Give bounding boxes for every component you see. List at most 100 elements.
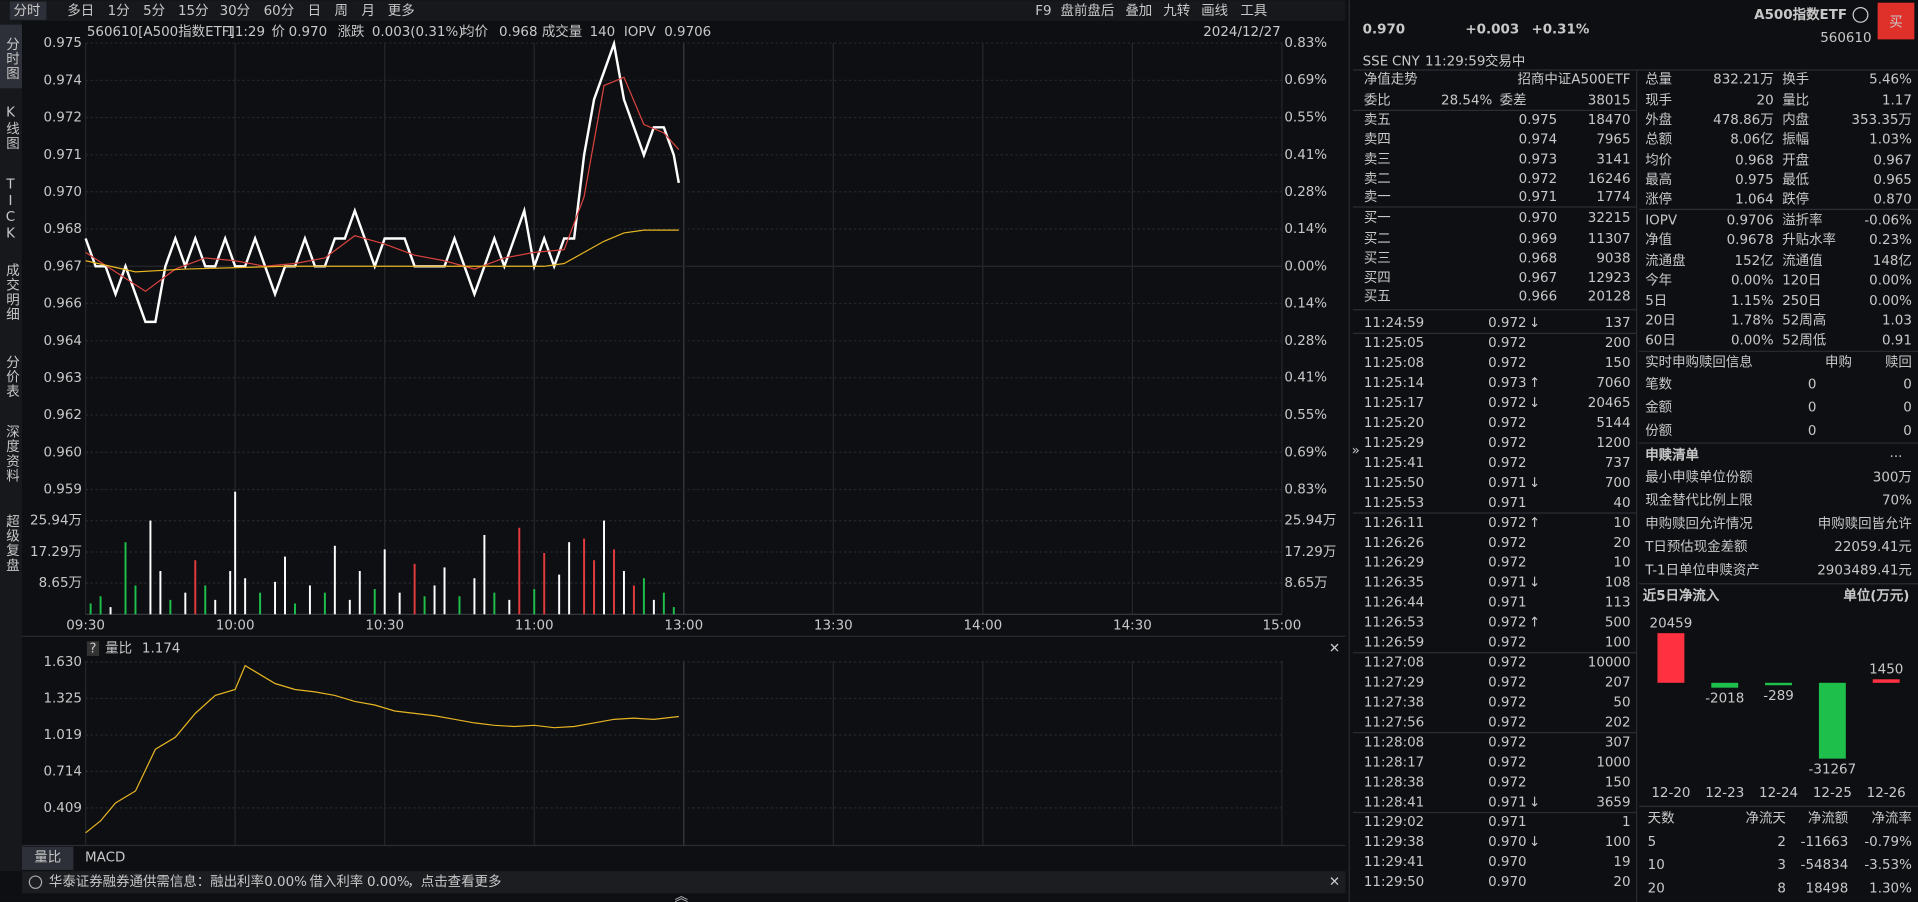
toolbar-tab[interactable]: 30分: [220, 3, 251, 19]
stat-value: 152亿: [1735, 253, 1774, 269]
info-iopv: 0.9706: [664, 25, 711, 40]
volume-bar: [603, 520, 606, 615]
row-value: 0: [1808, 377, 1817, 392]
trade-price: 0.972: [1488, 735, 1526, 750]
inflow-unit: 单位(万元): [1843, 587, 1909, 604]
sidebar-tab[interactable]: 分时图: [3, 37, 20, 81]
y-tick-label: 1.019: [43, 728, 81, 743]
trade-vol: 7060: [1596, 376, 1630, 391]
collapse-icon[interactable]: »: [1352, 443, 1360, 458]
y2-tick-label: 0.14%: [1284, 296, 1327, 311]
book-label: 买四: [1364, 270, 1391, 286]
quote-time: 11:29:59: [1425, 54, 1485, 69]
table-cell: 2: [1777, 835, 1786, 850]
toolbar-button[interactable]: 盘前盘后: [1061, 2, 1115, 19]
ratio-title: 量比: [105, 641, 132, 657]
y-tick-label: 0.967: [43, 259, 81, 274]
y-tick-label: 0.714: [43, 764, 81, 779]
trade-time: 11:25:50: [1364, 476, 1424, 491]
toolbar-tab[interactable]: 60分: [264, 3, 295, 19]
trade-arrow: ↑: [1529, 616, 1540, 631]
trade-vol: 150: [1605, 356, 1631, 371]
trade-vol: 207: [1605, 676, 1631, 691]
inflow-value: -2018: [1705, 692, 1744, 707]
volume-bar: [672, 607, 675, 615]
trade-price: 0.972: [1488, 356, 1526, 371]
table-cell: -11663: [1801, 835, 1849, 850]
trade-price: 0.972: [1488, 676, 1526, 691]
buy-button[interactable]: [1877, 2, 1915, 40]
inflow-value: -31267: [1809, 763, 1857, 778]
toolbar-tab[interactable]: 多日: [67, 2, 94, 19]
toolbar-tab[interactable]: 5分: [143, 3, 165, 19]
sidebar-tab[interactable]: 深度资料: [3, 425, 20, 484]
trade-vol: 19: [1613, 855, 1630, 870]
y-tick-label: 0.975: [43, 36, 81, 51]
y2-tick-label: 25.94万: [1284, 514, 1336, 529]
tab-active: [22, 846, 74, 870]
row-value: 300万: [1873, 470, 1912, 485]
y2-tick-label: 0.00%: [1284, 259, 1327, 274]
y-tick-label: 0.968: [43, 222, 81, 237]
sidebar-tab[interactable]: TICK: [3, 178, 18, 243]
help-icon[interactable]: [86, 641, 100, 656]
toolbar-tab[interactable]: 15分: [178, 3, 209, 19]
toolbar-tab[interactable]: 周: [335, 4, 348, 19]
volume-bar: [274, 581, 277, 615]
stat-value: 0.967: [1873, 153, 1911, 168]
bottom-tab[interactable]: 量比: [34, 850, 61, 866]
row-value: 0: [1808, 401, 1817, 416]
book-vol: 7965: [1596, 133, 1630, 148]
trade-price: 0.972: [1488, 396, 1526, 411]
close-icon[interactable]: ✕: [1329, 642, 1340, 657]
volume-bar: [533, 589, 536, 615]
y2-tick-label: 8.65万: [1284, 576, 1327, 591]
toolbar-tab[interactable]: 更多: [388, 2, 415, 19]
sidebar-tab[interactable]: 超级复盘: [3, 514, 20, 573]
toolbar-button[interactable]: 工具: [1240, 4, 1267, 19]
toolbar-button[interactable]: 九转: [1163, 3, 1190, 19]
stat-value: 8.06亿: [1730, 132, 1773, 148]
toolbar-button[interactable]: 画线: [1201, 3, 1228, 19]
info-icon[interactable]: [1852, 6, 1869, 23]
trade-arrow: ↑: [1529, 516, 1540, 531]
toolbar-tab[interactable]: 1分: [108, 3, 130, 19]
stat-label: 流通值: [1782, 253, 1822, 269]
row-value: 2903489.41元: [1817, 563, 1912, 578]
trade-vol: 1200: [1596, 436, 1630, 451]
toolbar-tab[interactable]: 日: [308, 4, 321, 19]
buy-label[interactable]: 买: [1889, 14, 1902, 30]
volume-bar: [443, 567, 446, 615]
volume-bar: [234, 491, 237, 615]
info-change: 0.003(0.31%): [372, 25, 464, 40]
trade-time: 11:26:29: [1364, 556, 1424, 571]
sidebar-tab[interactable]: 成交明细: [3, 263, 20, 322]
row-label: 申购赎回允许情况: [1645, 516, 1753, 532]
trade-vol: 108: [1605, 576, 1631, 591]
stat-label: 内盘: [1782, 111, 1809, 128]
stat-value: 478.86万: [1713, 113, 1773, 128]
stat-value: 0.975: [1735, 173, 1773, 188]
notice-suffix[interactable]: ，点击查看更多: [407, 873, 501, 890]
sidebar-tab[interactable]: K线图: [3, 105, 20, 151]
sidebar-bg: [0, 21, 23, 872]
stat-value: 0.965: [1873, 173, 1911, 188]
expand-icon[interactable]: ︽: [675, 890, 688, 902]
stat-label: 120日: [1782, 273, 1821, 288]
toolbar-tab[interactable]: 分时: [13, 3, 40, 19]
inflow-value: 20459: [1650, 616, 1693, 631]
sidebar-tab[interactable]: 分价表: [3, 355, 20, 399]
trade-arrow: ↓: [1529, 396, 1540, 411]
table-cell: 18498: [1806, 881, 1849, 896]
trade-price: 0.972: [1488, 616, 1526, 631]
toolbar-tab[interactable]: 月: [361, 4, 374, 19]
more-button[interactable]: ...: [1890, 446, 1903, 461]
book-price: 0.969: [1519, 232, 1557, 247]
bottom-tab[interactable]: MACD: [85, 851, 125, 866]
ratio-value: 28.54%: [1441, 94, 1492, 109]
close-icon[interactable]: ✕: [1329, 875, 1340, 890]
toolbar-button[interactable]: F9: [1035, 4, 1051, 19]
notice-rate2: 0.00%: [367, 875, 410, 890]
book-price: 0.972: [1519, 172, 1557, 187]
toolbar-button[interactable]: 叠加: [1125, 3, 1152, 19]
